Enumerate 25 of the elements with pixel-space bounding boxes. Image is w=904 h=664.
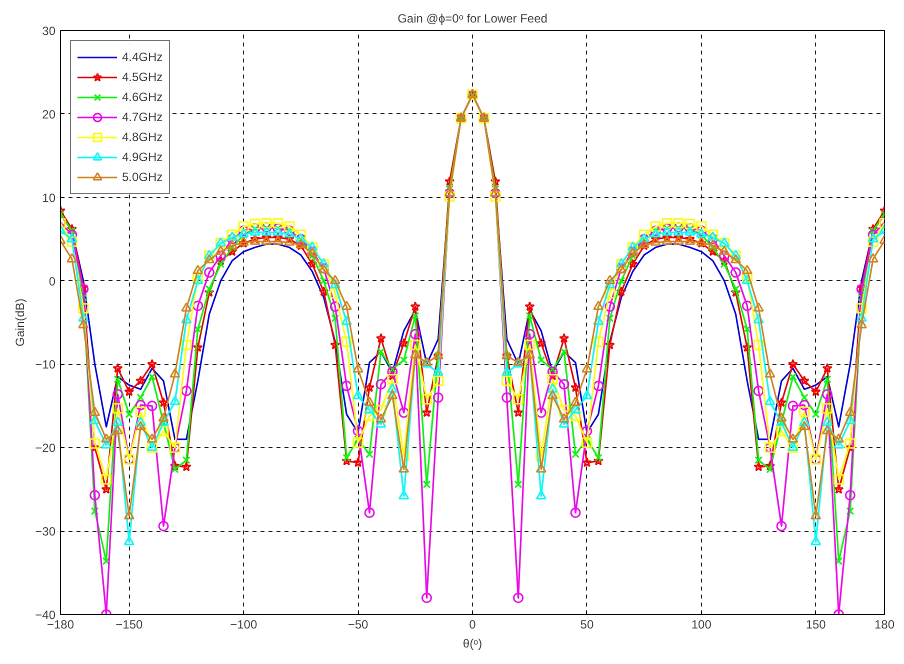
y-tick-label: 20	[42, 107, 56, 122]
y-tick-label: 30	[42, 24, 56, 38]
legend-label: 4.4GHz	[122, 50, 163, 64]
legend-label: 4.8GHz	[122, 130, 163, 144]
legend-label: 4.5GHz	[122, 70, 163, 84]
legend-label: 4.6GHz	[122, 90, 163, 104]
y-axis-title: Gain(dB)	[13, 298, 28, 347]
y-tick-label: −10	[35, 358, 56, 372]
x-tick-label: 180	[874, 618, 895, 632]
legend-label: 4.7GHz	[122, 110, 163, 124]
legend-label: 5.0GHz	[122, 170, 163, 184]
y-tick-label: 10	[42, 190, 56, 205]
x-tick-label: 50	[580, 618, 594, 632]
x-tick-label: −100	[230, 618, 258, 632]
x-tick-label: 150	[806, 618, 826, 632]
x-tick-label: −50	[348, 618, 369, 632]
x-tick-label: −150	[116, 618, 144, 632]
y-tick-label: 0	[48, 274, 56, 288]
x-tick-label: 100	[691, 618, 712, 632]
y-tick-label: −30	[35, 524, 56, 539]
legend-label: 4.9GHz	[122, 150, 163, 164]
y-tick-label: −20	[35, 441, 56, 456]
x-axis-title: θ(ᵒ)	[462, 636, 482, 650]
chart-title: Gain @ϕ=0ᵒ for Lower Feed	[398, 12, 548, 26]
x-tick-label: 0	[469, 618, 476, 632]
